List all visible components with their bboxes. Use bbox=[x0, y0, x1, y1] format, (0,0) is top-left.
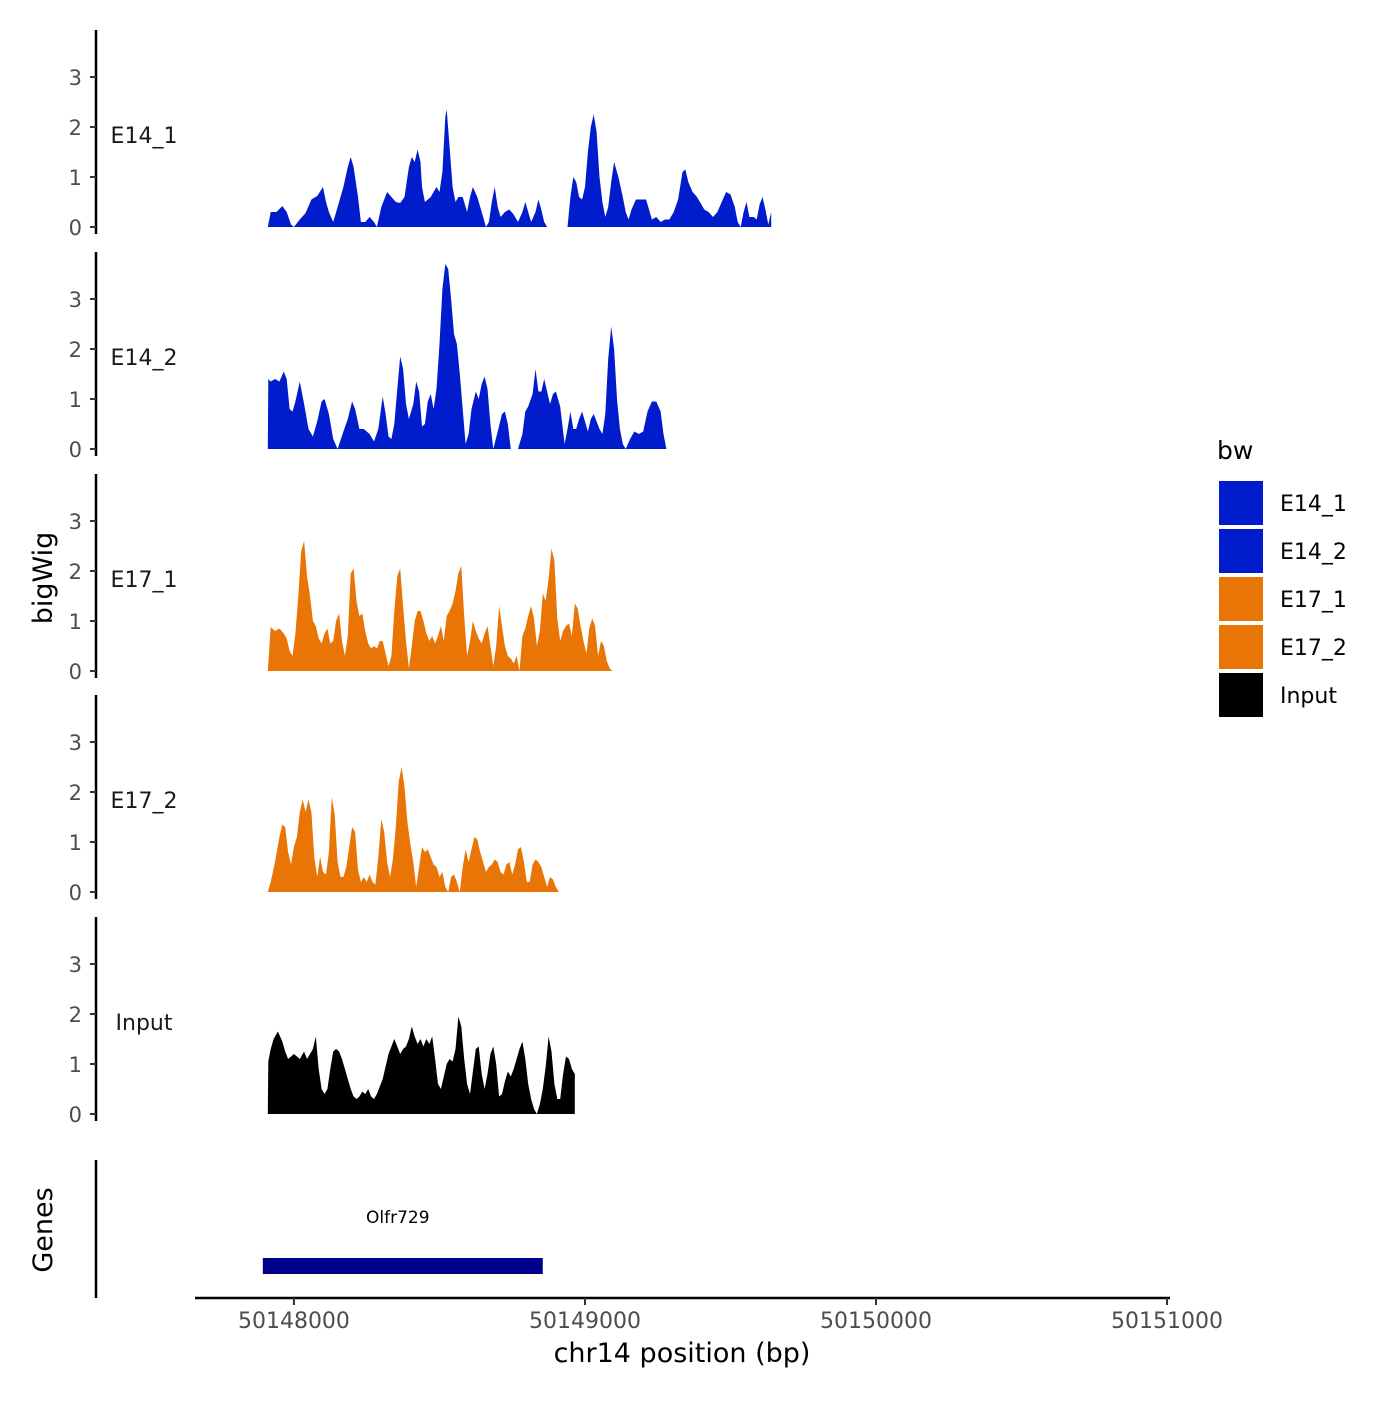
track-label-e14-2: E14_2 bbox=[111, 346, 178, 371]
legend-swatch-e14-2 bbox=[1219, 529, 1263, 573]
legend-swatch-e17-1 bbox=[1219, 577, 1263, 621]
coverage-area-e14-1 bbox=[267, 109, 772, 227]
y-tick-label-e17-2-2: 2 bbox=[69, 781, 82, 805]
y-tick-label-e14-1-1: 1 bbox=[69, 166, 82, 190]
y-axis-title: bigWig bbox=[28, 532, 59, 625]
legend-label-e14-1: E14_1 bbox=[1280, 492, 1347, 517]
legend-label-e17-2: E17_2 bbox=[1280, 636, 1347, 661]
track-label-input: Input bbox=[116, 1011, 173, 1036]
y-tick-label-e17-2-3: 3 bbox=[69, 731, 82, 755]
track-label-e14-1: E14_1 bbox=[111, 124, 178, 149]
genes-panel-title: Genes bbox=[28, 1187, 59, 1272]
coverage-area-input bbox=[267, 1016, 575, 1114]
x-tick-label-50150000: 50150000 bbox=[820, 1309, 932, 1334]
track-label-e17-2: E17_2 bbox=[111, 789, 178, 814]
x-tick-label-50149000: 50149000 bbox=[529, 1309, 641, 1334]
coverage-area-e17-2 bbox=[267, 767, 559, 892]
y-tick-label-input-0: 0 bbox=[69, 1103, 82, 1127]
y-tick-label-e14-1-0: 0 bbox=[69, 216, 82, 240]
y-tick-label-e17-2-0: 0 bbox=[69, 881, 82, 905]
x-axis-title: chr14 position (bp) bbox=[554, 1338, 811, 1369]
legend-swatch-input bbox=[1219, 673, 1263, 717]
legend-label-e14-2: E14_2 bbox=[1280, 540, 1347, 565]
legend-title: bw bbox=[1217, 436, 1253, 465]
tracks-layer: 0 1 2 3 E14_1 0 1 2 3 E14_2 0 1 2 3 E17_1 0 1 2 3 E17_2 0 1 2 3… bbox=[69, 30, 772, 1127]
track-e14-2: 0 1 2 3 E14_2 bbox=[69, 252, 667, 462]
gene-label-olfr729: Olfr729 bbox=[366, 1208, 430, 1228]
y-tick-label-e17-1-2: 2 bbox=[69, 560, 82, 584]
x-tick-label-50148000: 50148000 bbox=[238, 1309, 350, 1334]
track-e17-2: 0 1 2 3 E17_2 bbox=[69, 695, 559, 905]
y-tick-label-e17-1-0: 0 bbox=[69, 660, 82, 684]
track-e14-1: 0 1 2 3 E14_1 bbox=[69, 30, 772, 240]
coverage-area-e17-1 bbox=[267, 541, 613, 671]
y-tick-label-e17-2-1: 1 bbox=[69, 831, 82, 855]
y-tick-label-e14-1-3: 3 bbox=[69, 66, 82, 90]
track-label-e17-1: E17_1 bbox=[111, 568, 178, 593]
genes-panel: Olfr729 bbox=[94, 1160, 543, 1298]
legend-swatch-e17-2 bbox=[1219, 625, 1263, 669]
gene-body-olfr729 bbox=[262, 1258, 543, 1274]
track-input: 0 1 2 3 Input bbox=[69, 917, 575, 1127]
y-tick-label-e17-1-1: 1 bbox=[69, 610, 82, 634]
y-tick-label-input-2: 2 bbox=[69, 1003, 82, 1027]
y-tick-label-e17-1-3: 3 bbox=[69, 510, 82, 534]
legend-label-input: Input bbox=[1280, 684, 1337, 709]
y-tick-label-e14-2-3: 3 bbox=[69, 288, 82, 312]
legend-label-e17-1: E17_1 bbox=[1280, 588, 1347, 613]
track-e17-1: 0 1 2 3 E17_1 bbox=[69, 474, 613, 684]
y-tick-label-input-3: 3 bbox=[69, 953, 82, 977]
x-axis: 50148000 50149000 50150000 50151000 bbox=[195, 1296, 1223, 1334]
legend: bw E14_1 E14_2 E17_1 E17_2 Input bbox=[1217, 436, 1347, 717]
y-tick-label-e14-2-1: 1 bbox=[69, 388, 82, 412]
y-tick-label-e14-1-2: 2 bbox=[69, 116, 82, 140]
coverage-area-e14-2 bbox=[267, 264, 667, 449]
legend-swatch-e14-1 bbox=[1219, 481, 1263, 525]
y-tick-label-e14-2-0: 0 bbox=[69, 438, 82, 462]
x-tick-label-50151000: 50151000 bbox=[1111, 1309, 1223, 1334]
y-tick-label-input-1: 1 bbox=[69, 1053, 82, 1077]
y-tick-label-e14-2-2: 2 bbox=[69, 338, 82, 362]
